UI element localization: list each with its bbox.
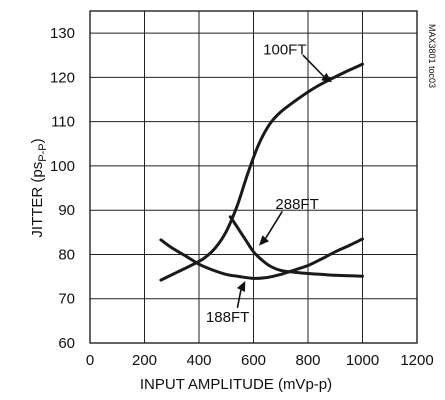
y-tick-label: 130 xyxy=(50,25,75,42)
x-axis-label: INPUT AMPLITUDE (mVp-p) xyxy=(140,376,332,393)
series-label-188ft: 188FT xyxy=(206,309,249,326)
annotation-arrow-head xyxy=(236,281,246,292)
y-axis-label-end: ) xyxy=(29,138,46,143)
y-tick-label: 100 xyxy=(50,158,75,175)
x-tick-labels: 0 200 400 600 800 1000 1200 xyxy=(86,352,434,369)
annotation-arrow-line xyxy=(236,289,242,308)
series-label-288ft: 288FT xyxy=(275,196,318,213)
y-tick-label: 110 xyxy=(51,114,75,131)
annotation-layer: 100FT 288FT 188FT xyxy=(206,41,332,326)
x-tick-label: 1000 xyxy=(346,352,379,369)
y-tick-label: 70 xyxy=(58,291,75,308)
x-tick-label: 0 xyxy=(86,352,94,369)
annotation-arrow-line xyxy=(302,54,325,78)
x-tick-label: 1200 xyxy=(400,352,433,369)
x-tick-label: 400 xyxy=(186,352,211,369)
y-axis-label-main: JITTER (ps xyxy=(29,162,46,238)
figure-code: MAX3801 toc03 xyxy=(427,24,437,88)
x-tick-label: 600 xyxy=(241,352,266,369)
series-label-100ft: 100FT xyxy=(263,41,306,58)
y-tick-label: 60 xyxy=(58,335,75,352)
y-tick-label: 80 xyxy=(58,246,75,263)
series-layer xyxy=(159,62,364,282)
annotation-arrow-head xyxy=(321,72,332,83)
y-axis-label: JITTER (psP-P) xyxy=(29,138,49,237)
y-tick-label: 120 xyxy=(50,69,75,86)
annotation-arrow-line xyxy=(265,210,283,239)
grid-layer xyxy=(90,11,417,343)
series-line-188ft xyxy=(159,237,364,280)
x-tick-label: 800 xyxy=(295,352,320,369)
series-line-288ft xyxy=(228,215,364,278)
x-tick-label: 200 xyxy=(132,352,157,369)
plot-frame xyxy=(89,10,418,344)
annotation-arrow-head xyxy=(259,235,269,246)
y-tick-labels: 60 70 80 90 100 110 120 130 xyxy=(50,25,75,352)
series-line-100ft xyxy=(159,62,364,282)
y-axis-label-sub: P-P xyxy=(37,143,49,161)
y-tick-label: 90 xyxy=(58,202,75,219)
